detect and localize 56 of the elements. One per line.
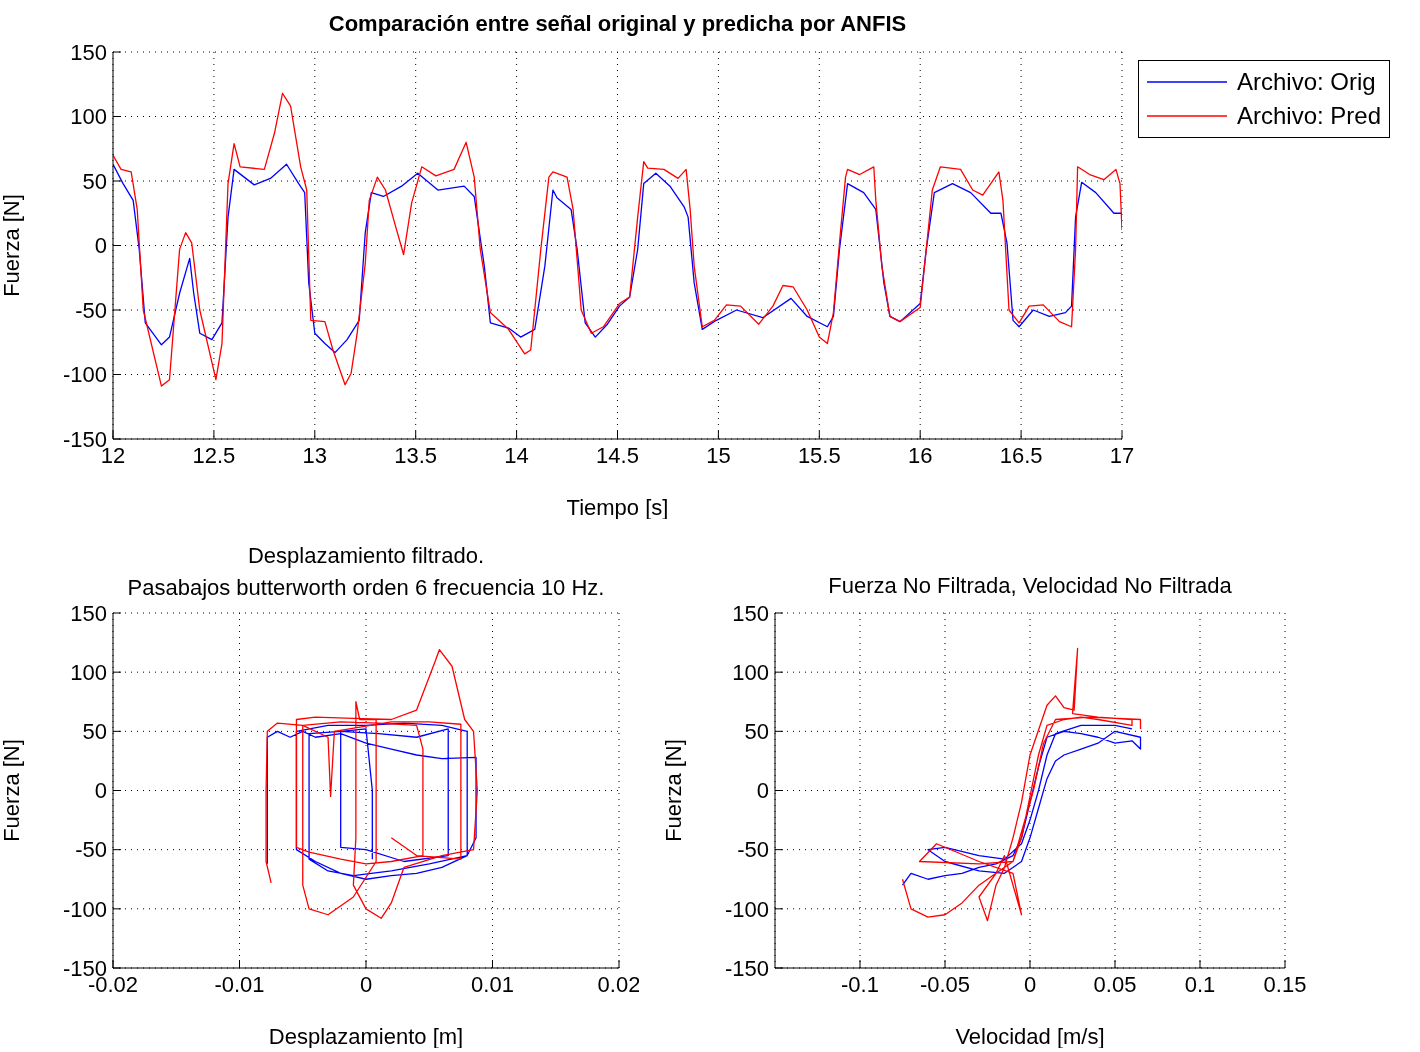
chart-title: Desplazamiento filtrado. Pasabajos butterworth orden 6 frecuencia 10 Hz.: [126, 542, 606, 602]
x-tick-label: 0: [1023, 971, 1037, 997]
chart-title: Comparación entre señal original y predicha por ANFIS: [327, 10, 908, 38]
x-tick-label: 14: [504, 442, 529, 468]
y-tick-label: 50: [82, 168, 107, 194]
y-tick-label: 150: [70, 600, 107, 626]
y-axis-title: Fuerza [N]: [0, 739, 24, 842]
x-tick-label: 16: [907, 442, 933, 468]
x-tick-label: -0.05: [919, 971, 971, 997]
y-tick-label: 0: [94, 233, 107, 259]
x-tick-label: 16.5: [999, 442, 1043, 468]
x-tick-label: 0.15: [1263, 971, 1307, 997]
line-series: [113, 92, 1122, 387]
y-tick-label: -50: [737, 837, 769, 863]
x-tick-label: 13: [302, 442, 328, 468]
x-tick-label: 0: [359, 971, 373, 997]
line-series: [265, 649, 478, 919]
y-tick-label: -150: [724, 955, 769, 981]
x-tick-label: 14.5: [596, 442, 639, 468]
legend-label: Archivo: Pred: [1237, 101, 1382, 131]
x-tick-label: 17: [1109, 442, 1135, 468]
y-tick-label: 50: [82, 719, 107, 745]
y-axis-title: Fuerza [N]: [0, 194, 24, 297]
y-tick-label: 150: [70, 39, 107, 65]
x-tick-label: 0.01: [471, 971, 514, 997]
y-tick-label: 100: [70, 659, 107, 685]
y-tick-label: -100: [62, 362, 107, 388]
line-series: [266, 722, 477, 880]
y-tick-label: -50: [75, 297, 107, 323]
y-tick-label: 100: [70, 104, 107, 130]
x-tick-label: -0.01: [214, 971, 265, 997]
chart-title: Fuerza No Filtrada, Velocidad No Filtrada: [827, 572, 1233, 600]
y-tick-label: 150: [732, 600, 769, 626]
x-tick-label: 15.5: [797, 442, 841, 468]
x-axis-title: Tiempo [s]: [566, 495, 669, 520]
y-tick-label: 100: [732, 659, 769, 685]
x-axis-title: Velocidad [m/s]: [955, 1024, 1105, 1049]
y-tick-label: 0: [94, 778, 107, 804]
x-tick-label: 0.05: [1093, 971, 1137, 997]
x-tick-label: 12.5: [192, 442, 236, 468]
x-tick-label: 0.02: [597, 971, 641, 997]
y-tick-label: 0: [756, 778, 769, 804]
y-tick-label: -100: [62, 896, 107, 922]
line-series: [113, 163, 1122, 354]
x-tick-label: 13.5: [394, 442, 438, 468]
y-tick-label: -50: [75, 837, 107, 863]
x-tick-label: 15: [706, 442, 731, 468]
line-series: [901, 724, 1142, 886]
y-tick-label: 50: [744, 719, 769, 745]
y-tick-label: -100: [724, 896, 769, 922]
line-series: [901, 647, 1142, 922]
x-axis-title: Desplazamiento [m]: [268, 1024, 464, 1049]
x-tick-label: -0.1: [841, 971, 879, 997]
legend-label: Archivo: Orig: [1237, 67, 1376, 97]
x-tick-label: 0.1: [1184, 971, 1216, 997]
y-axis-title: Fuerza [N]: [660, 739, 686, 842]
